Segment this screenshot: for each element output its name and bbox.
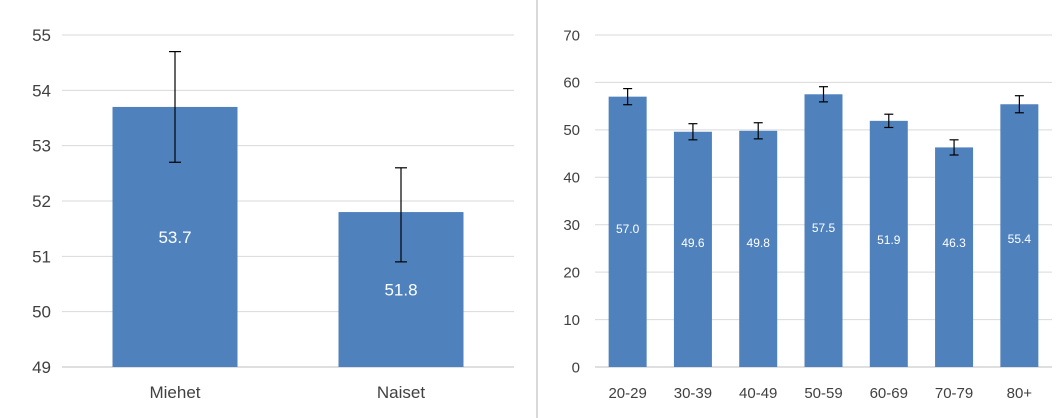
error-bar	[395, 167, 407, 263]
data-label: 49.6	[681, 236, 705, 250]
y-tick-label: 0	[572, 359, 580, 376]
y-tick-label: 70	[563, 27, 580, 44]
y-tick-label: 60	[563, 75, 580, 92]
error-bar	[688, 123, 698, 141]
bar	[869, 120, 908, 368]
error-bar	[819, 86, 828, 103]
bar	[673, 131, 712, 367]
y-tick-label: 40	[563, 170, 580, 187]
x-tick-label: 30-39	[674, 385, 712, 402]
x-tick-label: Miehet	[149, 383, 200, 402]
x-tick-label: Naiset	[377, 383, 425, 402]
error-bar	[884, 113, 894, 129]
x-tick-label: 40-49	[739, 385, 777, 402]
chart-panel-gender: 49 50 51 52 53 54 55 53.7 Miehet 51.8 Naiset	[32, 0, 538, 418]
data-label: 49.8	[747, 236, 771, 250]
bar	[804, 94, 843, 368]
data-label: 51.8	[384, 280, 417, 299]
y-tick-label: 50	[32, 303, 51, 322]
y-tick-label: 20	[563, 264, 580, 281]
age-group-bar-chart: 0 10 20 30 40 50 60 70 57.0 20-29 49.6 30-39 49.8 40-…	[563, 27, 1052, 402]
data-label: 57.0	[616, 222, 640, 236]
x-tick-label: 50-59	[804, 385, 842, 402]
bar	[935, 147, 974, 367]
y-tick-label: 30	[563, 217, 580, 234]
bar	[1000, 104, 1039, 367]
data-label: 53.7	[158, 228, 191, 247]
bar	[739, 130, 778, 367]
x-tick-label: 60-69	[870, 385, 908, 402]
error-bar	[753, 122, 763, 140]
y-tick-label: 49	[32, 358, 51, 377]
y-tick-label: 54	[32, 81, 51, 100]
data-label: 51.9	[877, 233, 901, 247]
y-tick-label: 52	[32, 192, 51, 211]
x-tick-label: 70-79	[935, 385, 973, 402]
y-tick-label: 50	[563, 122, 580, 139]
data-label: 55.4	[1008, 232, 1032, 246]
y-tick-label: 10	[563, 312, 580, 329]
data-label: 46.3	[942, 236, 966, 250]
error-bar	[623, 87, 633, 106]
error-bar	[949, 139, 959, 156]
y-tick-label: 51	[32, 247, 51, 266]
data-label: 57.5	[812, 221, 836, 235]
y-tick-label: 55	[32, 26, 51, 45]
error-bar	[169, 50, 181, 163]
bar	[608, 96, 647, 368]
y-tick-label: 53	[32, 137, 51, 156]
chart-panel-age: 0 10 20 30 40 50 60 70 57.0 20-29 49.6 30-39 49.8 40-…	[540, 0, 1061, 418]
x-tick-label: 20-29	[608, 385, 646, 402]
error-bar	[1014, 95, 1024, 114]
gender-bar-chart: 49 50 51 52 53 54 55 53.7 Miehet 51.8 Naiset	[32, 26, 514, 402]
x-tick-label: 80+	[1007, 385, 1033, 402]
